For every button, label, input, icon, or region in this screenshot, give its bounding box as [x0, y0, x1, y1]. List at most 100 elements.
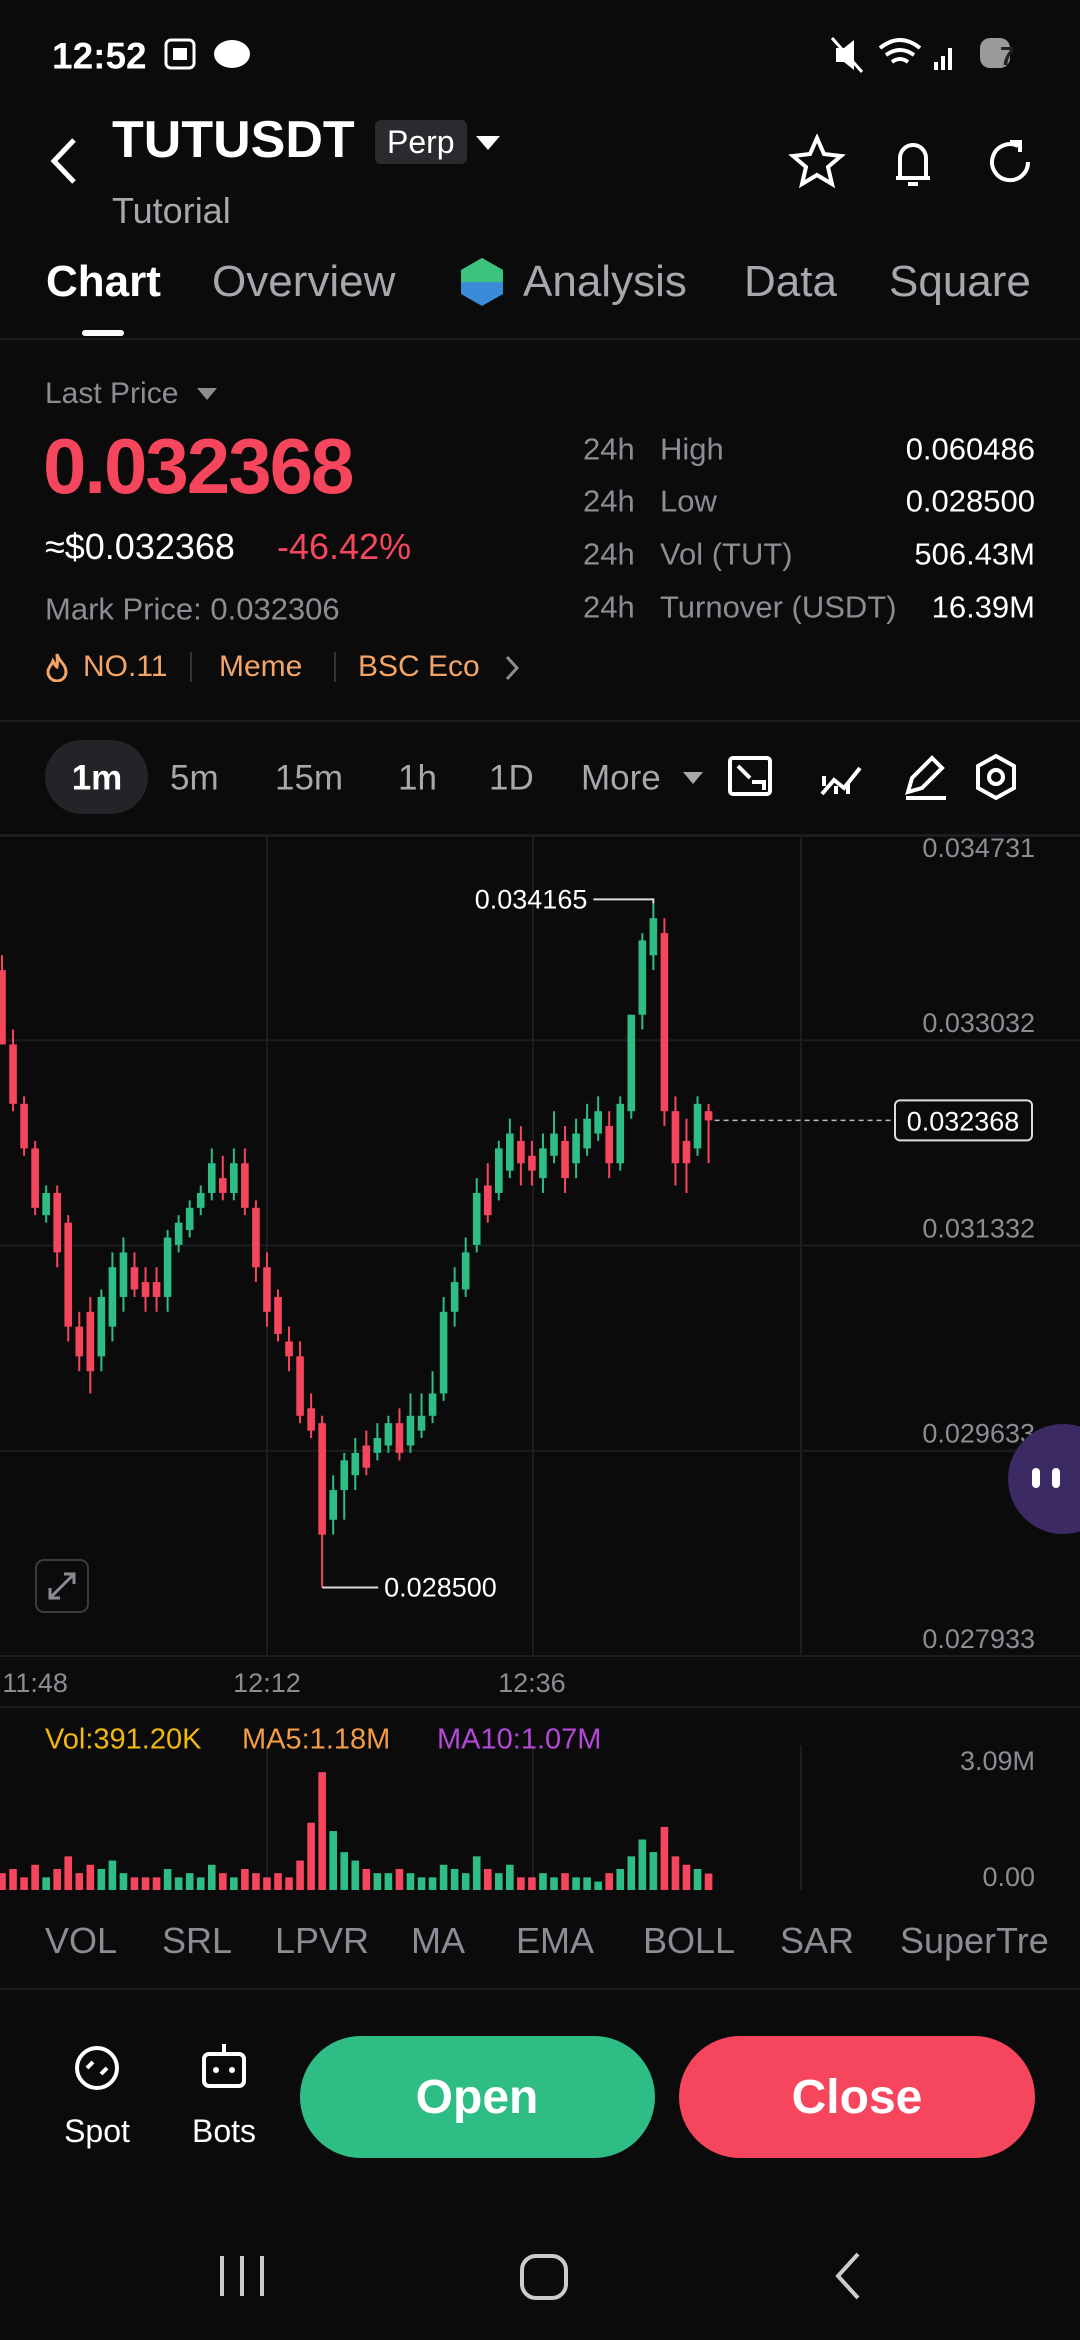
volume-bar: [174, 1877, 183, 1890]
volume-bar: [616, 1868, 625, 1890]
open-button[interactable]: [300, 2036, 655, 2158]
interval[interactable]: 1h: [398, 758, 437, 798]
volume-bar: [660, 1826, 669, 1890]
indicator[interactable]: MA: [411, 1920, 465, 1961]
candle-body: [53, 1192, 61, 1253]
candle-body: [9, 1044, 17, 1104]
volume-bar: [285, 1877, 293, 1890]
volume-bar: [86, 1864, 95, 1890]
spot-button[interactable]: Spot: [64, 2113, 130, 2149]
divider: [0, 1706, 1080, 1708]
volume-bar: [20, 1877, 28, 1890]
candle-body: [704, 1111, 713, 1121]
tab[interactable]: Data: [744, 257, 837, 306]
interval[interactable]: 5m: [170, 758, 219, 798]
volume-bar: [583, 1877, 591, 1890]
stat-label: Low: [660, 483, 717, 519]
x-tick-label: 11:48: [2, 1668, 68, 1698]
low-label: 0.028500: [384, 1573, 497, 1603]
volume-bar: [219, 1873, 227, 1890]
symbol[interactable]: TUTUSDT: [112, 111, 355, 169]
stat-period: 24h: [583, 483, 635, 519]
volume-bar: [572, 1877, 580, 1890]
volume-bar: [53, 1868, 61, 1890]
candle-body: [75, 1326, 84, 1357]
last-price-label[interactable]: Last Price: [45, 377, 179, 410]
candle-body: [31, 1148, 39, 1208]
tab-indicator: [82, 330, 124, 336]
volume-bar: [152, 1877, 161, 1890]
status-icons-right: [830, 37, 1010, 73]
indicator[interactable]: SuperTre: [900, 1920, 1049, 1961]
back-button[interactable]: [44, 136, 84, 186]
close-label: Close: [791, 2071, 923, 2124]
tab[interactable]: Overview: [212, 257, 396, 306]
volume-bar: [75, 1873, 84, 1890]
candle-body: [108, 1267, 117, 1327]
candle-body: [285, 1341, 293, 1357]
tab[interactable]: Square: [889, 257, 1031, 306]
stat-value: 0.060486: [905, 431, 1035, 467]
volume-bar: [252, 1873, 260, 1890]
candle-body: [561, 1140, 569, 1179]
tab[interactable]: Chart: [46, 257, 161, 306]
volume-bar: [163, 1868, 172, 1890]
battery-level: 7: [1000, 41, 1015, 71]
candle-body: [616, 1103, 625, 1164]
close-button[interactable]: [679, 2036, 1035, 2158]
indicator[interactable]: EMA: [516, 1920, 595, 1961]
candle-body: [185, 1207, 194, 1231]
tag[interactable]: NO.11: [83, 650, 168, 683]
candle-body: [196, 1192, 205, 1208]
volume-bar: [196, 1877, 205, 1890]
interval[interactable]: More: [581, 758, 661, 798]
candle-body: [693, 1103, 702, 1149]
candle-body: [395, 1423, 404, 1453]
ma10-legend: MA10:1.07M: [437, 1723, 602, 1756]
volume-legend: Vol:391.20K: [45, 1723, 202, 1756]
candle-body: [649, 918, 658, 956]
candle-body: [660, 933, 669, 1112]
candle-body: [638, 940, 647, 1015]
x-tick-label: 12:12: [233, 1668, 301, 1698]
candle-body: [274, 1296, 282, 1335]
mark-price: Mark Price: 0.032306: [45, 591, 340, 627]
candle-body: [174, 1222, 183, 1245]
chart-tools[interactable]: [726, 752, 1056, 804]
indicator[interactable]: SRL: [162, 1920, 233, 1961]
tag[interactable]: BSC Eco: [358, 650, 480, 683]
indicator[interactable]: BOLL: [643, 1920, 736, 1961]
tag[interactable]: Meme: [219, 650, 303, 683]
volume-bar: [638, 1839, 647, 1890]
bots-button[interactable]: Bots: [191, 2113, 257, 2149]
interval[interactable]: 15m: [275, 758, 344, 798]
candle-body: [64, 1222, 73, 1327]
expand-button[interactable]: [35, 1559, 89, 1613]
volume-bar: [185, 1873, 194, 1890]
interval[interactable]: 1D: [489, 758, 534, 798]
volume-bar: [483, 1868, 492, 1890]
volume-bar: [550, 1877, 558, 1890]
nav-bar[interactable]: [0, 2230, 1080, 2330]
ma5-legend: MA5:1.18M: [242, 1723, 391, 1756]
indicator[interactable]: SAR: [780, 1920, 855, 1961]
volume-bar: [649, 1852, 658, 1890]
candle-body: [384, 1423, 393, 1446]
candle-body: [472, 1192, 481, 1245]
tab[interactable]: Analysis: [523, 257, 687, 306]
stat-label: High: [660, 431, 724, 467]
candle-body: [351, 1452, 360, 1476]
symbol-dropdown[interactable]: [474, 132, 502, 152]
volume-bar: [472, 1856, 481, 1890]
candle-body: [450, 1282, 459, 1312]
subtitle: Tutorial: [112, 190, 231, 231]
indicator[interactable]: VOL: [45, 1920, 118, 1961]
volume-bar: [31, 1864, 39, 1890]
volume-tick-label: 3.09M: [960, 1746, 1035, 1776]
candle-body: [152, 1282, 161, 1297]
indicator[interactable]: LPVR: [275, 1920, 370, 1961]
volume-bar: [296, 1860, 304, 1890]
interval[interactable]: 1m: [71, 758, 123, 798]
header-actions[interactable]: [788, 134, 1048, 194]
